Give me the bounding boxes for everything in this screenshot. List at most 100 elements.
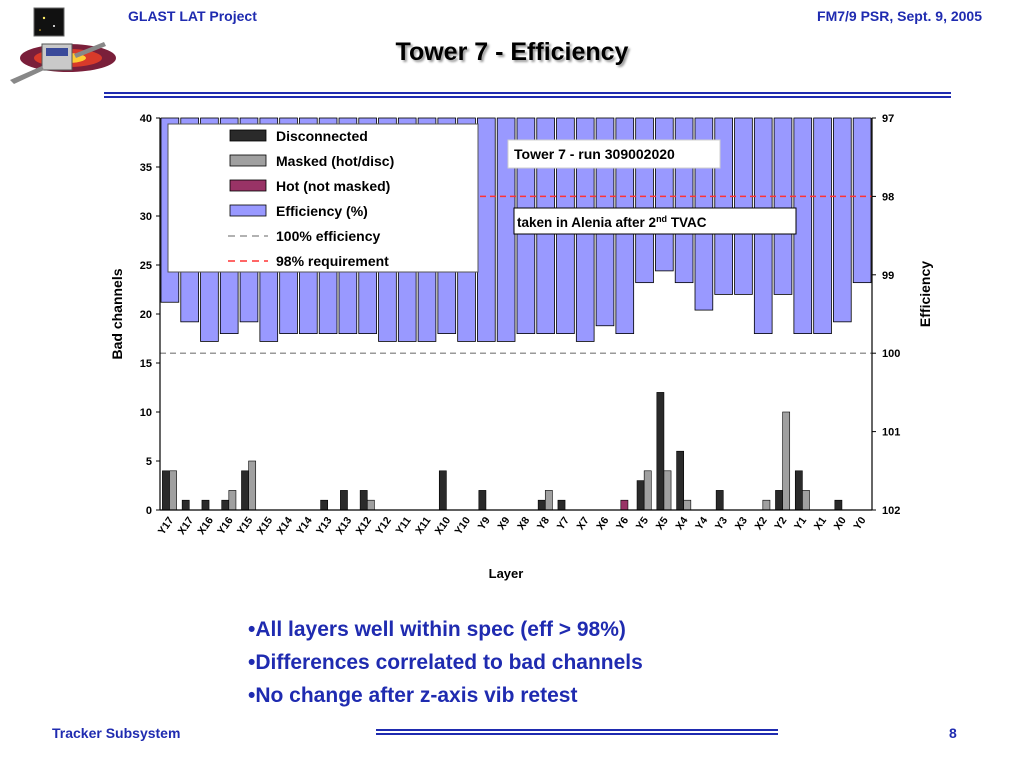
disconnected-bar	[834, 499, 843, 511]
title-rule-top	[104, 92, 951, 94]
y-tick-label: 5	[146, 456, 152, 468]
footer-subsystem: Tracker Subsystem	[52, 725, 181, 741]
page-number: 8	[949, 725, 957, 741]
masked-bar	[782, 411, 791, 511]
disconnected-bar	[656, 392, 665, 511]
x-tick-label: X7	[574, 515, 591, 533]
x-tick-label: X8	[515, 515, 532, 533]
masked-bar	[643, 470, 652, 511]
disconnected-bar	[162, 470, 170, 511]
slide-title: Tower 7 - Efficiency	[395, 38, 629, 66]
disconnected-bar	[636, 480, 645, 511]
y-tick-label: 25	[140, 260, 152, 272]
disconnected-bar	[241, 470, 249, 511]
x-tick-label: X14	[274, 515, 295, 537]
legend-label: 100% efficiency	[276, 228, 380, 244]
masked-bar	[802, 490, 810, 511]
bullet-item: •No change after z-axis vib retest	[248, 684, 578, 707]
disconnected-bar	[676, 450, 685, 511]
y-tick-label: 20	[140, 309, 152, 321]
x-tick-label: Y4	[693, 515, 710, 533]
disconnected-bar	[478, 490, 487, 511]
legend-label: Hot (not masked)	[276, 178, 390, 194]
masked-bar	[248, 460, 257, 511]
title-rule-bottom	[104, 96, 951, 98]
y2-tick-label: 97	[882, 113, 894, 125]
x-tick-label: Y16	[215, 515, 236, 537]
y2-tick-label: 101	[882, 427, 900, 439]
disconnected-bar	[557, 499, 566, 511]
disconnected-bar	[340, 490, 348, 511]
note-annotation-box	[513, 207, 797, 235]
masked-bar	[544, 490, 553, 511]
masked-bar	[683, 499, 692, 511]
y2-axis-label: Efficiency	[917, 261, 933, 327]
note-main: taken in Alenia after 2	[517, 215, 656, 230]
disconnected-bar	[715, 490, 724, 511]
disconnected-bar	[537, 499, 546, 511]
x-tick-label: Y7	[555, 515, 572, 533]
x-tick-label: X15	[255, 515, 276, 537]
efficiency-bar	[833, 117, 852, 323]
note-annotation-text: taken in Alenia after 2nd TVAC	[517, 214, 707, 230]
y2-tick-label: 102	[882, 505, 900, 517]
y2-tick-label: 98	[882, 191, 894, 203]
x-tick-label: X2	[752, 515, 769, 533]
x-tick-label: X4	[673, 515, 690, 533]
y2-tick-label: 100	[882, 348, 900, 360]
x-tick-label: Y2	[772, 515, 789, 533]
x-tick-label: Y15	[235, 515, 256, 537]
x-tick-label: X3	[733, 515, 750, 533]
efficiency-bar	[793, 117, 813, 335]
disconnected-bar	[775, 490, 783, 511]
disconnected-bar	[181, 499, 190, 511]
x-tick-label: X9	[495, 515, 512, 533]
y-tick-label: 15	[140, 358, 152, 370]
efficiency-chart: 0 5 10 15 20 25 30 35 40 97 98 99 100 101 102 Y17 X17 X16…	[109, 113, 933, 581]
masked-bar	[228, 490, 237, 511]
x-tick-label: Y11	[393, 515, 413, 537]
disconnected-bar	[201, 499, 210, 511]
hot-bar	[620, 499, 629, 511]
glast-logo-image	[10, 7, 116, 84]
disconnected-bar	[221, 499, 230, 511]
legend-swatch	[229, 129, 267, 142]
legend-label: Disconnected	[276, 128, 368, 144]
efficiency-bar	[773, 117, 793, 295]
x-tick-label: Y5	[634, 515, 651, 533]
legend-label: Masked (hot/disc)	[276, 153, 394, 169]
y-tick-label: 30	[140, 211, 152, 223]
x-tick-label: Y9	[476, 515, 493, 533]
efficiency-bar	[477, 117, 496, 342]
header-review-date: FM7/9 PSR, Sept. 9, 2005	[817, 8, 982, 24]
run-annotation-text: Tower 7 - run 309002020	[514, 146, 675, 162]
note-superscript: nd	[656, 214, 667, 224]
y-tick-label: 10	[140, 407, 152, 419]
x-tick-label: Y10	[452, 515, 473, 537]
x-axis-label: Layer	[489, 566, 524, 581]
x-tick-label: X1	[812, 515, 829, 533]
masked-bar	[762, 499, 771, 511]
y-axis-label: Bad channels	[109, 268, 125, 359]
disconnected-bar	[320, 499, 329, 511]
summary-bullets: •All layers well within spec (eff > 98%)…	[248, 613, 643, 712]
masked-bar	[169, 470, 177, 511]
bullet-item: •Differences correlated to bad channels	[248, 651, 643, 674]
x-tick-label: Y0	[851, 515, 868, 533]
x-tick-label: Y14	[294, 515, 315, 537]
x-tick-label: Y1	[792, 515, 809, 533]
legend-label: Efficiency (%)	[276, 203, 368, 219]
efficiency-bar	[813, 117, 832, 335]
masked-bar	[366, 499, 375, 511]
footer-rule-bottom	[376, 733, 778, 735]
y-tick-label: 35	[140, 162, 152, 174]
footer-rule-top	[376, 729, 778, 731]
y-tick-label: 40	[140, 113, 152, 125]
disconnected-bar	[794, 470, 803, 511]
x-tick-label: X17	[176, 515, 197, 537]
header-project: GLAST LAT Project	[128, 8, 257, 24]
efficiency-bar	[734, 117, 753, 295]
y2-tick-label: 99	[882, 270, 894, 282]
x-tick-label: Y3	[713, 515, 730, 533]
x-tick-label: X13	[334, 515, 355, 537]
